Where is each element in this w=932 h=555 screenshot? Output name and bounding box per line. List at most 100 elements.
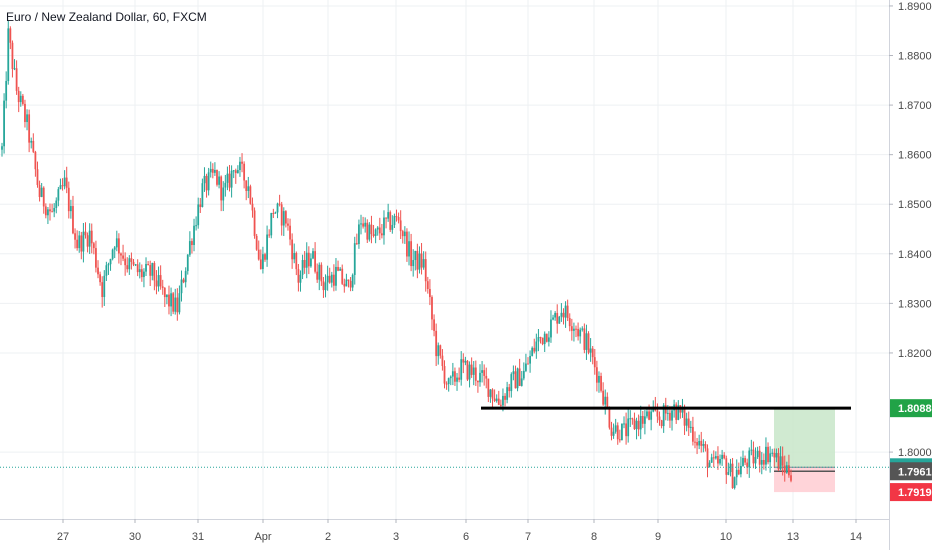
candle-body xyxy=(126,265,129,270)
candle-body xyxy=(708,462,711,468)
candle-body xyxy=(78,235,81,249)
candle-body xyxy=(531,347,534,356)
candle-body xyxy=(15,68,18,91)
candle-body xyxy=(143,271,145,278)
y-tick-label: 1.85000 xyxy=(898,199,932,211)
candle-body xyxy=(602,390,605,405)
candle-body xyxy=(57,189,60,201)
candle-body xyxy=(360,223,362,225)
candle-body xyxy=(714,456,717,459)
candle-body xyxy=(230,170,233,188)
candle-body xyxy=(174,297,177,312)
candle-body xyxy=(662,405,665,427)
candle-body xyxy=(781,456,784,466)
candle-body xyxy=(560,312,563,317)
candle-body xyxy=(145,264,147,272)
candle-body xyxy=(474,367,477,381)
candle-body xyxy=(742,458,744,466)
candle-body xyxy=(593,357,596,368)
candle-body xyxy=(773,452,776,458)
candle-body xyxy=(600,375,602,391)
candle-body xyxy=(117,238,120,254)
candle-body xyxy=(36,169,39,185)
candle-body xyxy=(245,180,248,191)
candle-body xyxy=(685,418,688,426)
candle-body xyxy=(61,185,64,187)
candle-body xyxy=(69,206,72,212)
candle-body xyxy=(1,146,3,150)
candle-body xyxy=(733,477,736,488)
candle-body xyxy=(180,279,183,294)
candle-body xyxy=(562,312,565,318)
candle-body xyxy=(610,427,613,436)
candle-body xyxy=(80,235,83,252)
candle-body xyxy=(262,254,264,270)
candle-body xyxy=(130,258,133,262)
candle-body xyxy=(775,452,778,458)
candle-body xyxy=(42,187,45,207)
candle-body xyxy=(756,450,759,458)
candle-body xyxy=(516,368,519,389)
candle-body xyxy=(224,182,227,188)
candle-body xyxy=(727,472,730,475)
candle-body xyxy=(21,95,24,104)
candle-body xyxy=(410,241,413,267)
candle-body xyxy=(554,312,557,318)
candle-body xyxy=(11,42,14,69)
candle-body xyxy=(627,418,630,437)
candle-body xyxy=(758,450,761,465)
candle-body xyxy=(497,398,500,405)
x-tick-label: 6 xyxy=(463,531,469,543)
candle-body xyxy=(454,371,456,382)
candle-body xyxy=(17,90,20,103)
candle-body xyxy=(26,114,28,123)
candle-body xyxy=(675,404,678,420)
candle-body xyxy=(264,254,266,260)
candle-body xyxy=(255,235,258,250)
candle-body xyxy=(416,250,419,270)
candle-body xyxy=(643,416,646,424)
candle-body xyxy=(527,363,529,365)
candle-body xyxy=(748,450,751,468)
candle-body xyxy=(236,170,239,174)
candle-body xyxy=(280,204,283,226)
profit-zone xyxy=(774,408,835,468)
candle-body xyxy=(299,274,302,283)
candle-body xyxy=(462,359,465,363)
candle-body xyxy=(495,398,498,401)
candle-body xyxy=(491,389,494,399)
candle-body xyxy=(573,328,575,331)
candle-body xyxy=(754,457,757,464)
x-tick-label: 30 xyxy=(129,531,141,543)
y-tick-label: 1.87000 xyxy=(898,100,932,112)
candle-body xyxy=(330,274,333,283)
candle-body xyxy=(629,418,632,420)
candle-body xyxy=(9,28,12,43)
candle-body xyxy=(72,206,74,234)
candle-body xyxy=(493,398,496,401)
candle-body xyxy=(170,293,172,307)
candle-body xyxy=(383,217,385,236)
candle-body xyxy=(301,259,304,275)
candle-body xyxy=(128,258,131,270)
candle-body xyxy=(184,271,187,283)
candle-body xyxy=(579,329,582,337)
x-tick-label: 27 xyxy=(57,531,69,543)
candle-body xyxy=(316,271,319,280)
candle-body xyxy=(541,337,544,345)
candle-body xyxy=(719,459,721,464)
price-label-text: 1.80886 xyxy=(898,403,932,415)
candle-body xyxy=(332,274,335,286)
candle-body xyxy=(314,251,316,272)
candle-body xyxy=(472,367,475,375)
candle-body xyxy=(397,217,400,221)
candle-body xyxy=(324,282,327,291)
candle-body xyxy=(358,224,360,245)
candle-body xyxy=(568,318,571,327)
candle-body xyxy=(55,200,58,208)
candle-body xyxy=(585,333,588,350)
candle-body xyxy=(512,371,515,375)
candle-body xyxy=(293,253,296,260)
